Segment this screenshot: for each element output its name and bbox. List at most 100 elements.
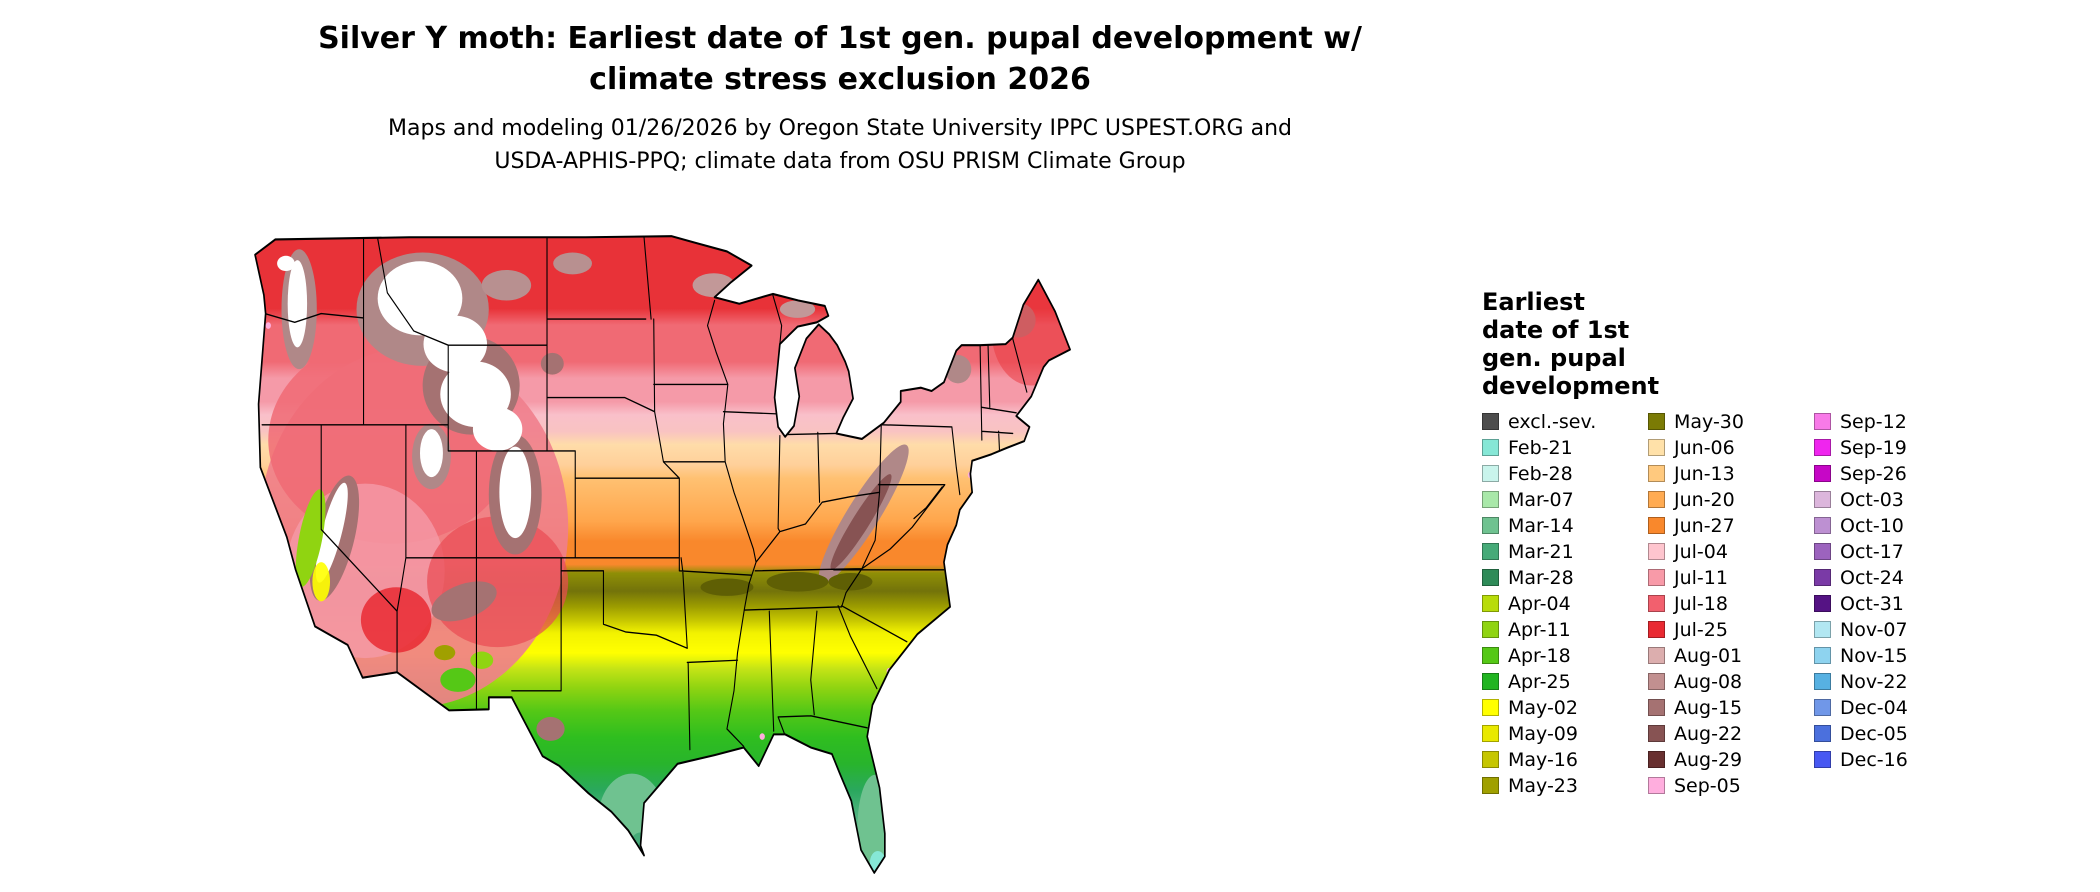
legend-swatch — [1648, 699, 1665, 716]
legend-entry: Jun-20 — [1648, 489, 1790, 511]
legend-entry: Dec-04 — [1814, 696, 1956, 719]
legend-entry: Aug-15 — [1648, 697, 1790, 719]
legend-entry: Apr-11 — [1482, 618, 1624, 641]
legend-swatch — [1482, 491, 1499, 508]
map-title-line1: Silver Y moth: Earliest date of 1st gen.… — [318, 21, 1362, 56]
legend-label: Aug-22 — [1674, 722, 1743, 745]
legend-swatch — [1814, 517, 1831, 534]
legend-swatch — [1814, 413, 1831, 430]
legend-entry: Oct-17 — [1814, 540, 1956, 563]
legend-label: Oct-17 — [1840, 540, 1904, 563]
legend-entry: Apr-18 — [1482, 644, 1624, 667]
legend-swatch — [1648, 673, 1665, 690]
map-title-line2: climate stress exclusion 2026 — [589, 62, 1091, 97]
legend-entry: Mar-14 — [1482, 515, 1624, 537]
legend-swatch — [1482, 647, 1499, 664]
legend-entry: Nov-07 — [1814, 619, 1956, 641]
legend-label: Jul-25 — [1674, 618, 1728, 641]
legend-label: Feb-28 — [1508, 462, 1573, 485]
legend-label: Sep-05 — [1674, 774, 1741, 797]
legend-swatch — [1648, 595, 1665, 612]
legend-label: May-30 — [1674, 410, 1744, 433]
legend-swatch — [1482, 465, 1499, 482]
legend-entry: Oct-24 — [1814, 567, 1956, 589]
map-title: Silver Y moth: Earliest date of 1st gen.… — [0, 18, 1680, 100]
legend-entry: Dec-16 — [1814, 749, 1956, 771]
legend-label: Jun-06 — [1674, 436, 1735, 459]
legend-swatch — [1648, 439, 1665, 456]
legend-entry: Jun-27 — [1648, 515, 1790, 537]
us-outline — [254, 235, 1071, 874]
legend-entry: May-30 — [1648, 410, 1790, 433]
legend-label: excl.-sev. — [1508, 410, 1597, 433]
legend-label: May-16 — [1508, 748, 1578, 771]
legend-entry: Jun-13 — [1648, 463, 1790, 485]
legend-entry: Feb-28 — [1482, 462, 1624, 485]
legend-swatch — [1814, 569, 1831, 586]
legend-swatch — [1482, 439, 1499, 456]
legend-swatch — [1482, 621, 1499, 638]
legend-label: Mar-21 — [1508, 540, 1574, 563]
state-borders — [261, 236, 1028, 751]
legend-label: Jul-04 — [1674, 540, 1728, 563]
legend-entry: Apr-04 — [1482, 592, 1624, 615]
legend-swatch — [1482, 673, 1499, 690]
legend-swatch — [1482, 699, 1499, 716]
legend-column-2: May-30 Jun-06 Jun-13 Jun-20 Jun-27 Jul-04 Jul-… — [1648, 410, 1790, 803]
legend-swatch — [1814, 491, 1831, 508]
legend-label: Sep-26 — [1840, 462, 1907, 485]
legend-swatch — [1648, 569, 1665, 586]
legend-entry: Jul-18 — [1648, 592, 1790, 615]
legend-label: Apr-25 — [1508, 670, 1571, 693]
legend-label: Oct-03 — [1840, 488, 1904, 511]
map-subtitle-line1: Maps and modeling 01/26/2026 by Oregon S… — [388, 116, 1292, 141]
legend-entry: Nov-15 — [1814, 644, 1956, 667]
legend-swatch — [1814, 621, 1831, 638]
legend-swatch — [1648, 543, 1665, 560]
legend-entry: May-09 — [1482, 723, 1624, 745]
legend-swatch — [1648, 517, 1665, 534]
legend-entry: Sep-05 — [1648, 774, 1790, 797]
legend-column-1: excl.-sev. Feb-21 Feb-28 Mar-07 Mar-14 Mar-21… — [1482, 410, 1624, 803]
legend-entry: Oct-03 — [1814, 488, 1956, 511]
legend-label: Jul-18 — [1674, 592, 1728, 615]
legend-swatch — [1648, 751, 1665, 768]
legend-label: Mar-07 — [1508, 488, 1574, 511]
legend-label: Apr-11 — [1508, 618, 1571, 641]
legend-title-line3: gen. pupal — [1482, 344, 1626, 372]
legend-label: Apr-18 — [1508, 644, 1571, 667]
legend-swatch — [1648, 465, 1665, 482]
legend-label: Oct-31 — [1840, 592, 1904, 615]
legend-swatch — [1648, 491, 1665, 508]
legend-entry: Mar-07 — [1482, 488, 1624, 511]
legend-label: Dec-04 — [1840, 696, 1908, 719]
legend-label: May-02 — [1508, 696, 1578, 719]
legend-label: Nov-15 — [1840, 644, 1908, 667]
legend-swatch — [1814, 595, 1831, 612]
legend-label: Sep-12 — [1840, 410, 1907, 433]
legend-entry: Aug-29 — [1648, 749, 1790, 771]
legend-entry: Jun-06 — [1648, 436, 1790, 459]
legend-swatch — [1648, 621, 1665, 638]
us-map-svg — [254, 235, 1071, 874]
legend-label: Mar-28 — [1508, 566, 1574, 589]
legend-swatch — [1648, 725, 1665, 742]
legend-swatch — [1648, 647, 1665, 664]
legend-entry: Oct-31 — [1814, 592, 1956, 615]
legend-swatch — [1482, 595, 1499, 612]
legend-entry: Jul-04 — [1648, 540, 1790, 563]
legend-swatch — [1814, 673, 1831, 690]
legend-swatch — [1482, 543, 1499, 560]
map-fill — [255, 236, 1071, 873]
legend-entry: excl.-sev. — [1482, 410, 1624, 433]
legend-entry: May-02 — [1482, 696, 1624, 719]
legend-label: Apr-04 — [1508, 592, 1571, 615]
legend-entry: Sep-26 — [1814, 462, 1956, 485]
legend-entry: Aug-22 — [1648, 722, 1790, 745]
legend-swatch — [1648, 777, 1665, 794]
legend-swatch — [1482, 413, 1499, 430]
legend-swatch — [1648, 413, 1665, 430]
legend-columns: excl.-sev. Feb-21 Feb-28 Mar-07 Mar-14 Mar-21… — [1482, 410, 1956, 803]
legend-title: Earliest date of 1st gen. pupal developm… — [1482, 288, 1956, 400]
